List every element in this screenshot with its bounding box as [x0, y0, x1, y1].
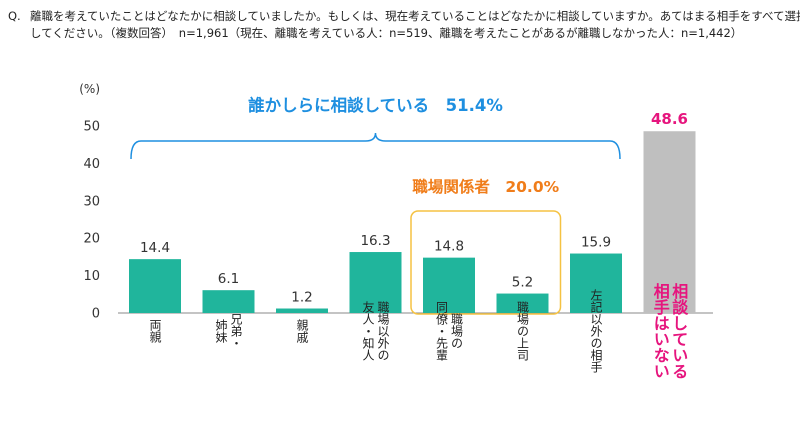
y-tick-label: 10 — [83, 269, 100, 284]
y-tick-label: 20 — [83, 232, 100, 247]
bar-value-label: 48.6 — [651, 110, 688, 128]
bar — [276, 308, 328, 313]
x-tick-label: 職場の — [450, 313, 464, 349]
bar-value-label: 5.2 — [512, 275, 533, 291]
x-tick-label: 左記以外の相手 — [589, 288, 603, 373]
question-line-1: 離職を考えていたことはどなたかに相談していましたか。もしくは、現在考えていること… — [30, 9, 800, 23]
y-tick-label: 40 — [83, 157, 100, 172]
bar-value-label: 14.4 — [140, 240, 170, 256]
bar — [129, 259, 181, 313]
bar-value-label: 1.2 — [291, 290, 312, 306]
bar — [349, 252, 402, 313]
x-tick-label: 兄弟・ — [229, 313, 243, 349]
x-tick-label: 姉妹 — [214, 318, 228, 343]
workplace-annotation: 職場関係者 20.0% — [412, 177, 559, 196]
consulted-brace — [130, 132, 621, 160]
question-line-2: してください。（複数回答） n=1,961（現在、離職を考えている人：n=519… — [30, 26, 743, 40]
consulted-annotation: 誰かしらに相談している 51.4% — [248, 95, 503, 115]
bar-value-label: 14.8 — [434, 239, 464, 255]
x-tick-label: 職場の上司 — [516, 301, 530, 361]
y-tick-label: 30 — [83, 194, 100, 209]
x-tick-label: 親戚 — [295, 319, 309, 343]
bar — [423, 257, 475, 313]
y-axis-label: (%) — [79, 82, 100, 96]
x-tick-label: 相手はいない — [651, 282, 670, 379]
bar — [202, 290, 255, 313]
question-prefix: Q. — [8, 9, 21, 23]
bar — [570, 253, 622, 313]
x-tick-label: 両親 — [148, 319, 162, 343]
x-tick-label: 相談している — [669, 282, 688, 379]
bar-value-label: 15.9 — [581, 235, 611, 251]
x-tick-label: 職場以外の — [376, 301, 390, 361]
y-tick-label: 50 — [83, 120, 100, 135]
bar-value-label: 6.1 — [218, 271, 239, 287]
x-tick-label: 友人・知人 — [361, 301, 375, 361]
x-tick-label: 同僚・先輩 — [435, 301, 449, 361]
bar-value-label: 16.3 — [360, 233, 390, 249]
bar — [496, 293, 549, 313]
workplace-highlight-box — [410, 210, 562, 315]
y-tick-label: 0 — [92, 307, 100, 322]
bar — [643, 131, 696, 313]
